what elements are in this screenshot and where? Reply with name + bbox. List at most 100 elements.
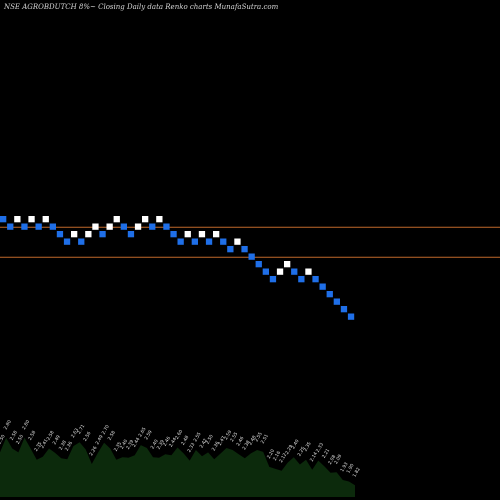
volume-label: 2.38 bbox=[241, 439, 251, 451]
renko-brick bbox=[106, 223, 113, 230]
volume-label: 2.21 bbox=[321, 448, 331, 460]
renko-brick bbox=[191, 238, 198, 245]
volume-label: 2.33 bbox=[315, 442, 325, 454]
volume-label: 2.71 bbox=[76, 423, 86, 435]
renko-brick bbox=[248, 253, 255, 260]
renko-brick bbox=[284, 261, 291, 268]
volume-label: 2.59 bbox=[143, 429, 153, 441]
volume-area bbox=[0, 437, 355, 497]
volume-label: 2.55 bbox=[192, 431, 202, 443]
renko-brick bbox=[340, 306, 348, 313]
renko-brick bbox=[347, 313, 355, 320]
renko-brick bbox=[220, 238, 227, 245]
renko-brick bbox=[298, 276, 305, 283]
volume-labels: 2.502.802.582.502.802.582.352.412.582.49… bbox=[0, 419, 362, 478]
renko-brick bbox=[241, 246, 248, 253]
volume-label: 2.40 bbox=[290, 438, 300, 450]
renko-brick bbox=[198, 231, 206, 238]
volume-label: 2.55 bbox=[254, 431, 264, 443]
renko-brick bbox=[120, 223, 127, 230]
volume-label: 2.51 bbox=[260, 433, 270, 445]
renko-brick bbox=[35, 223, 42, 230]
volume-label: 1.90 bbox=[345, 463, 355, 475]
volume-label: 2.59 bbox=[223, 429, 233, 441]
volume-area-fill bbox=[0, 437, 355, 497]
volume-label: 2.39 bbox=[156, 439, 166, 451]
renko-brick bbox=[42, 216, 49, 223]
volume-label: 2.50 bbox=[15, 434, 25, 446]
volume-label: 2.41 bbox=[39, 438, 49, 450]
renko-brick bbox=[134, 223, 142, 230]
renko-brick bbox=[149, 223, 156, 230]
renko-brick bbox=[234, 238, 241, 245]
volume-label: 2.36 bbox=[64, 440, 74, 452]
volume-label: 2.80 bbox=[3, 419, 13, 431]
volume-label: 2.26 bbox=[88, 445, 98, 457]
renko-brick bbox=[156, 216, 163, 223]
volume-label: 2.33 bbox=[186, 442, 196, 454]
volume-label: 2.36 bbox=[211, 440, 221, 452]
renko-brick bbox=[305, 268, 312, 275]
volume-label: 2.70 bbox=[101, 424, 111, 436]
volume-label: 2.48 bbox=[247, 435, 257, 447]
volume-label: 2.40 bbox=[119, 438, 129, 450]
renko-brick bbox=[127, 231, 135, 238]
renko-brick bbox=[163, 223, 170, 230]
renko-brick bbox=[99, 231, 106, 238]
volume-label: 2.58 bbox=[27, 430, 37, 442]
volume-label: 2.35 bbox=[33, 441, 43, 453]
renko-brick bbox=[14, 216, 21, 223]
volume-label: 2.38 bbox=[58, 439, 68, 451]
volume-label: 2.20 bbox=[266, 448, 276, 460]
chart-title: NSE AGROBDUTCH 8%~ Closing Daily data Re… bbox=[4, 3, 279, 11]
volume-label: 2.14 bbox=[309, 451, 319, 463]
renko-brick bbox=[312, 276, 319, 283]
volume-label: 2.29 bbox=[284, 444, 294, 456]
volume-label: 2.49 bbox=[52, 434, 62, 446]
volume-label: 2.58 bbox=[107, 430, 117, 442]
volume-label: 2.39 bbox=[125, 439, 135, 451]
volume-label: 2.09 bbox=[333, 453, 343, 465]
renko-brick bbox=[78, 238, 85, 245]
volume-label: 2.63 bbox=[70, 427, 80, 439]
renko-brick bbox=[333, 298, 340, 305]
volume-label: 2.47 bbox=[217, 435, 227, 447]
volume-label: 2.58 bbox=[9, 430, 19, 442]
renko-brick bbox=[227, 246, 234, 253]
renko-brick bbox=[170, 231, 177, 238]
volume-label: 2.35 bbox=[113, 441, 123, 453]
volume-label: 2.65 bbox=[137, 426, 147, 438]
volume-label: 2.50 bbox=[0, 434, 7, 446]
renko-brick bbox=[28, 216, 35, 223]
renko-brick bbox=[184, 231, 191, 238]
volume-label: 2.49 bbox=[94, 434, 104, 446]
renko-brick bbox=[213, 231, 220, 238]
renko-brick bbox=[319, 283, 326, 290]
volume-label: 2.46 bbox=[235, 436, 245, 448]
volume-label: 1.93 bbox=[339, 461, 349, 473]
renko-brick bbox=[142, 216, 149, 223]
renko-brick bbox=[262, 268, 269, 275]
renko-brick bbox=[71, 231, 78, 238]
renko-brick bbox=[205, 238, 213, 245]
brick-series bbox=[0, 216, 355, 320]
volume-label: 2.48 bbox=[180, 435, 190, 447]
renko-brick bbox=[276, 268, 284, 275]
renko-brick bbox=[92, 223, 99, 230]
volume-label: 2.25 bbox=[296, 446, 306, 458]
volume-label: 2.42 bbox=[198, 437, 208, 449]
renko-brick bbox=[7, 223, 14, 230]
volume-label: 2.50 bbox=[205, 434, 215, 446]
volume-label: 2.40 bbox=[150, 438, 160, 450]
renko-brick bbox=[56, 231, 64, 238]
renko-brick bbox=[0, 216, 7, 223]
volume-label: 2.44 bbox=[168, 437, 178, 449]
volume-label: 2.35 bbox=[303, 441, 313, 453]
renko-brick bbox=[326, 291, 333, 298]
volume-label: 2.12 bbox=[278, 452, 288, 464]
renko-brick bbox=[63, 238, 71, 245]
renko-brick bbox=[269, 276, 277, 283]
renko-brick bbox=[21, 223, 28, 230]
volume-label: 2.60 bbox=[174, 429, 184, 441]
